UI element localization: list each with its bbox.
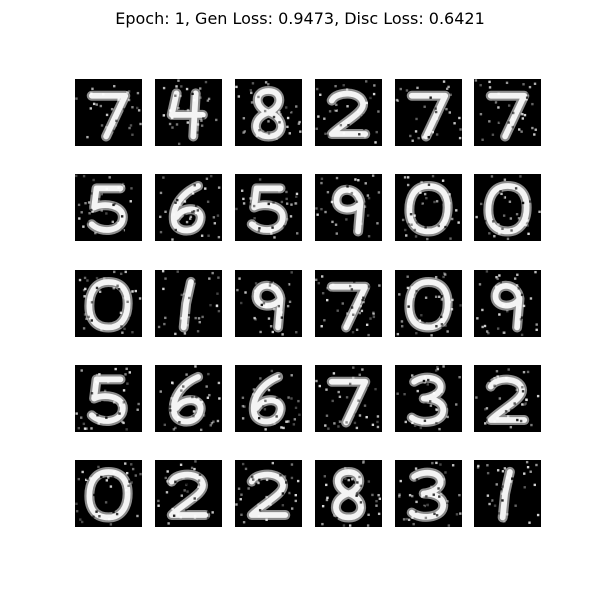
sample-image [474,365,541,432]
sample-image [155,174,222,241]
digit-glyph [159,174,221,241]
digit-glyph [159,365,221,432]
digit-glyph [475,368,540,429]
sample-image [75,460,142,527]
digit-glyph [235,81,302,142]
sample-image [75,79,142,146]
digit-glyph [476,270,538,337]
sample-image [155,79,222,146]
sample-image [474,460,541,527]
digit-glyph [241,369,301,431]
sample-image [395,174,462,241]
digit-glyph [75,367,140,431]
digit-glyph [395,80,462,142]
digit-glyph [315,275,381,337]
digit-glyph [235,461,300,524]
sample-image [315,79,382,146]
sample-image [474,79,541,146]
sample-image [315,365,382,432]
sample-image [395,365,462,432]
sample-image [235,365,302,432]
digit-glyph [398,461,462,527]
digit-glyph [476,460,540,524]
digit-glyph [315,174,381,238]
digit-glyph [75,174,133,235]
sample-image [395,460,462,527]
sample-image [474,270,541,337]
digit-glyph [315,366,380,430]
digit-glyph [475,175,541,241]
digit-glyph [474,79,537,142]
digit-glyph [315,80,380,144]
sample-image [155,365,222,432]
sample-image [235,174,302,241]
digit-glyph [396,365,461,431]
digit-glyph [236,271,298,336]
sample-image [235,270,302,337]
sample-image [75,365,142,432]
digit-glyph [396,272,462,337]
digit-glyph [157,270,221,336]
sample-image [395,270,462,337]
sample-image [315,460,382,527]
sample-image [155,270,222,337]
sample-image [474,174,541,241]
sample-image [235,460,302,527]
digit-glyph [75,84,142,142]
digit-glyph [401,174,460,241]
digit-glyph [157,460,214,525]
digit-glyph [75,462,142,526]
figure-title: Epoch: 1, Gen Loss: 0.9473, Disc Loss: 0… [115,9,485,28]
digit-glyph [235,178,299,239]
digit-glyph [321,460,382,527]
sample-image [75,270,142,337]
sample-image [315,174,382,241]
digit-glyph [78,270,142,334]
sample-image [75,174,142,241]
digit-glyph [162,79,218,146]
sample-image [235,79,302,146]
sample-image [395,79,462,146]
sample-image [315,270,382,337]
sample-image [155,460,222,527]
